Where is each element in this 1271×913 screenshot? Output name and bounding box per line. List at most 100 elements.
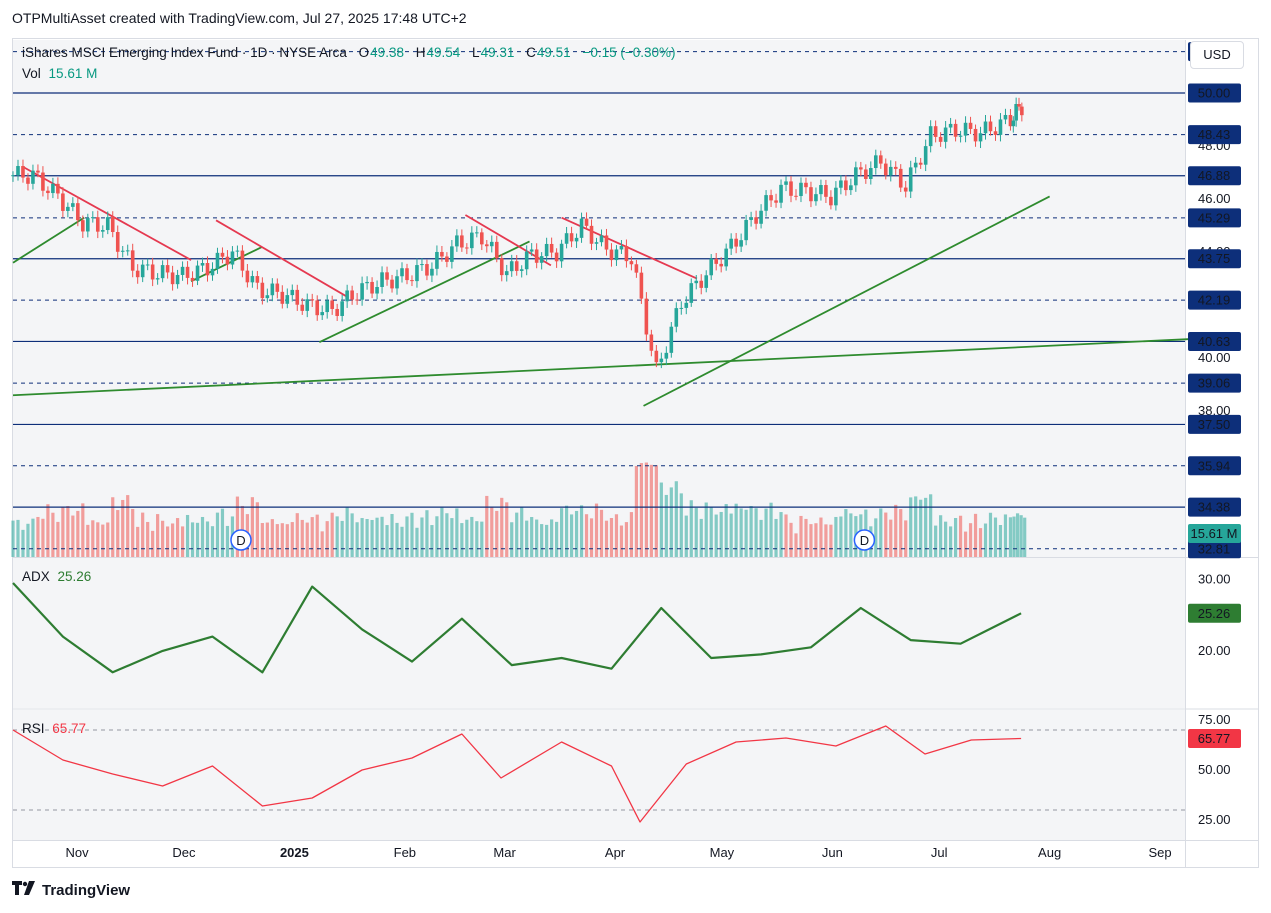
candle-body[interactable] [105,217,110,231]
candle-body[interactable] [280,291,285,304]
candle-body[interactable] [350,290,354,300]
candle-body[interactable] [455,235,459,247]
trendline-green[interactable] [12,336,1235,397]
candle-body[interactable] [290,289,295,296]
candle-body[interactable] [888,166,893,176]
candle-body[interactable] [390,279,394,289]
candle-body[interactable] [1020,106,1024,116]
candle-body[interactable] [983,121,988,134]
candle-body[interactable] [759,210,763,224]
candle-body[interactable] [789,181,793,196]
candle-body[interactable] [175,274,180,285]
candle-body[interactable] [928,126,933,147]
candle-body[interactable] [95,217,100,232]
candle-body[interactable] [66,206,70,211]
candle-body[interactable] [1017,104,1021,107]
candle-body[interactable] [993,131,998,135]
candle-body[interactable] [430,268,434,276]
candle-body[interactable] [155,278,160,280]
candle-body[interactable] [115,232,120,252]
candle-body[interactable] [90,217,95,219]
candle-body[interactable] [664,352,669,359]
candle-body[interactable] [958,135,963,137]
candle-body[interactable] [734,238,738,247]
candle-body[interactable] [714,258,718,264]
candle-body[interactable] [61,193,65,211]
candle-body[interactable] [345,290,349,302]
candle-body[interactable] [514,261,519,271]
candle-body[interactable] [659,358,664,363]
candle-body[interactable] [599,235,604,243]
candle-body[interactable] [460,235,464,248]
candle-body[interactable] [804,182,808,188]
candle-body[interactable] [908,167,913,192]
candle-body[interactable] [569,233,574,242]
candle-body[interactable] [669,326,674,353]
candle-body[interactable] [245,270,250,283]
candle-body[interactable] [385,272,389,280]
candle-body[interactable] [320,312,325,316]
trendline-red[interactable] [215,219,349,298]
candle-body[interactable] [799,182,803,197]
candle-body[interactable] [190,277,195,281]
currency-button[interactable]: USD [1190,41,1244,69]
candle-body[interactable] [604,235,609,250]
candle-body[interactable] [689,283,694,303]
candle-body[interactable] [215,252,220,269]
candle-body[interactable] [100,230,105,232]
candle-body[interactable] [699,280,704,288]
candle-body[interactable] [310,299,315,301]
candle-body[interactable] [110,217,115,233]
candle-body[interactable] [160,265,165,279]
candle-body[interactable] [76,203,80,221]
candle-body[interactable] [898,168,903,188]
candle-body[interactable] [809,187,813,202]
candle-body[interactable] [794,195,798,197]
candle-body[interactable] [829,196,833,206]
candle-body[interactable] [370,281,374,294]
candle-body[interactable] [844,180,848,191]
candle-body[interactable] [978,133,983,142]
candle-body[interactable] [36,170,40,173]
candle-body[interactable] [125,250,130,252]
candle-body[interactable] [839,180,843,188]
candle-body[interactable] [355,299,359,301]
candle-body[interactable] [634,264,639,273]
candle-body[interactable] [724,248,728,267]
candle-body[interactable] [594,242,599,244]
candle-body[interactable] [639,272,644,299]
candle-body[interactable] [764,195,768,211]
candle-body[interactable] [878,155,883,164]
candle-body[interactable] [300,304,305,311]
candle-body[interactable] [145,264,150,266]
candle-body[interactable] [86,218,90,232]
candle-body[interactable] [26,177,30,184]
candle-body[interactable] [484,244,489,247]
trendline-green[interactable] [12,216,85,264]
candle-body[interactable] [814,194,818,202]
candle-body[interactable] [819,185,823,195]
candle-body[interactable] [529,249,534,252]
candle-body[interactable] [554,252,559,262]
candle-body[interactable] [654,350,659,363]
candle-body[interactable] [270,283,275,296]
candle-body[interactable] [988,121,993,132]
candle-body[interactable] [589,225,594,244]
trendline-green[interactable] [643,195,1051,407]
candle-body[interactable] [295,289,300,305]
candle-body[interactable] [834,187,838,206]
candle-body[interactable] [21,166,25,178]
candle-body[interactable] [903,187,908,192]
candle-body[interactable] [275,283,280,292]
candle-body[interactable] [11,175,15,177]
candle-body[interactable] [325,300,329,313]
candle-body[interactable] [649,334,654,351]
candle-body[interactable] [135,270,140,278]
trendline-green[interactable] [318,240,530,344]
candle-body[interactable] [869,168,873,179]
candle-body[interactable] [754,217,758,224]
candle-body[interactable] [220,252,225,257]
candle-body[interactable] [1003,114,1008,120]
candle-body[interactable] [400,268,404,277]
